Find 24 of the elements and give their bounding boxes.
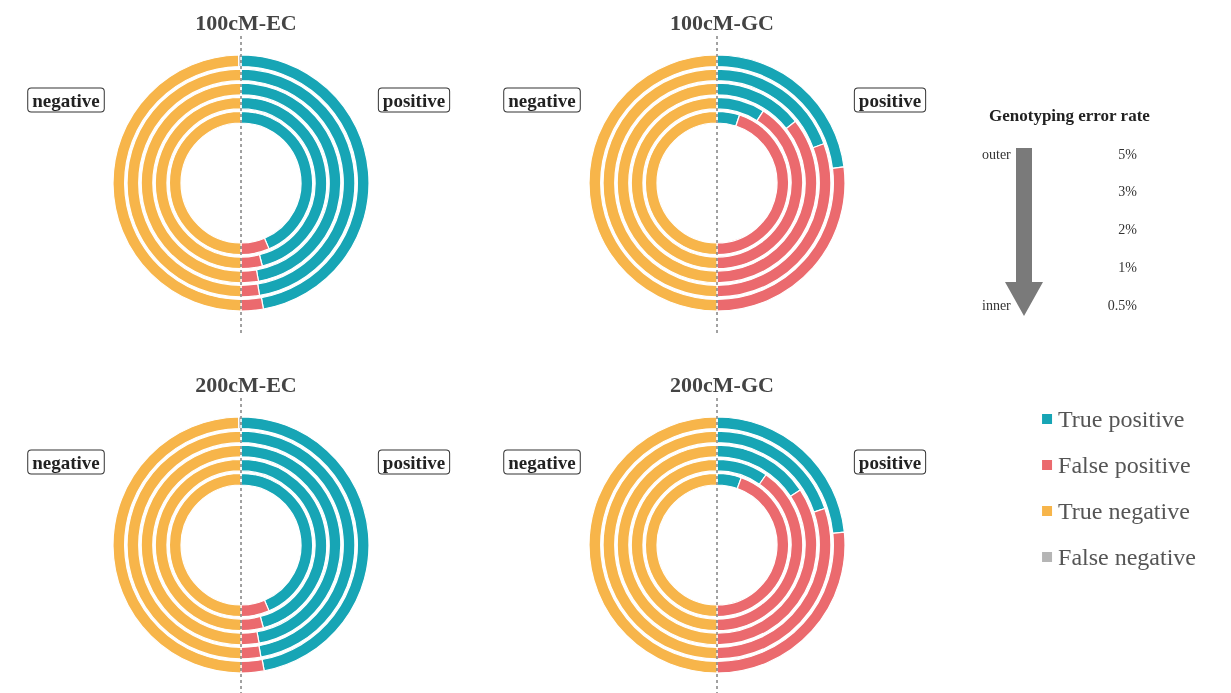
text: positive: [858, 89, 922, 111]
text: 2%: [1118, 222, 1138, 237]
text: positive: [858, 451, 922, 473]
text: positive: [382, 89, 446, 111]
chart-title: 200cM-GC: [670, 371, 774, 397]
chart-title: 200cM-EC: [195, 371, 297, 397]
chart-title: 100cM-EC: [195, 9, 297, 35]
text: negative: [508, 451, 576, 473]
text: negative: [508, 89, 576, 111]
text: inner: [982, 297, 1012, 313]
text: outer: [982, 146, 1012, 162]
text: positive: [382, 451, 446, 473]
text: Genotyping error rate: [989, 106, 1151, 125]
text: negative: [32, 451, 100, 473]
legend-label: True positive: [1058, 406, 1185, 432]
text: 5%: [1118, 146, 1138, 162]
text: 0.5%: [1107, 297, 1138, 313]
text: negative: [32, 89, 100, 111]
legend-label: False positive: [1058, 452, 1191, 478]
legend-label: True negative: [1058, 498, 1190, 524]
chart-title: 100cM-GC: [670, 9, 774, 35]
legend-label: False negative: [1058, 544, 1196, 570]
text: 1%: [1118, 259, 1138, 275]
text: 3%: [1118, 184, 1138, 200]
